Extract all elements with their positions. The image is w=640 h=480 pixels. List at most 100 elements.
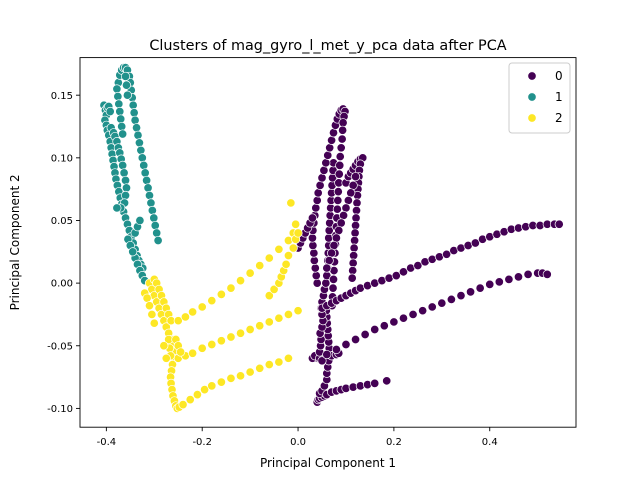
cluster-2-point xyxy=(188,348,198,358)
x-axis-label: Principal Component 1 xyxy=(260,456,396,470)
cluster-0-point xyxy=(336,143,346,153)
cluster-1-point xyxy=(139,160,149,170)
cluster-2-point xyxy=(291,219,301,229)
cluster-0-point xyxy=(322,263,332,273)
cluster-2-point xyxy=(245,324,255,335)
cluster-1-point xyxy=(113,91,123,101)
cluster-0-point xyxy=(332,204,342,214)
cluster-1-point xyxy=(128,247,138,257)
y-axis-ticks: -0.10 -0.05 0.00 0.05 0.10 0.15 xyxy=(47,91,80,415)
cluster-2-point xyxy=(274,357,284,367)
cluster-0-point xyxy=(398,267,409,277)
cluster-0-point xyxy=(513,272,524,282)
cluster-0-point xyxy=(341,203,351,213)
cluster-2-point xyxy=(283,309,294,319)
cluster-0-point xyxy=(348,258,358,268)
cluster-2-point xyxy=(269,284,279,294)
cluster-1-point xyxy=(136,145,146,155)
cluster-0-point xyxy=(343,195,353,205)
cluster-0-point xyxy=(317,173,327,183)
legend-label-2: 2 xyxy=(555,111,563,125)
cluster-0-point xyxy=(321,278,331,288)
y-tick-label: 0.00 xyxy=(51,279,73,290)
cluster-2-point xyxy=(245,268,255,278)
cluster-2-point xyxy=(286,198,296,208)
cluster-2-point xyxy=(216,289,226,299)
cluster-0-point xyxy=(311,203,321,213)
cluster-1-point xyxy=(116,114,126,124)
cluster-2-point xyxy=(144,301,155,311)
cluster-1-point xyxy=(114,99,124,109)
cluster-1-point xyxy=(121,80,132,90)
cluster-1-point xyxy=(137,153,147,163)
cluster-2-point xyxy=(274,244,284,254)
y-tick-label: 0.10 xyxy=(51,153,73,164)
cluster-0-point xyxy=(335,152,345,162)
cluster-1-point xyxy=(120,175,131,185)
cluster-0-point xyxy=(339,210,349,221)
cluster-0-point xyxy=(351,213,361,223)
x-tick-label: 0.2 xyxy=(386,437,402,448)
cluster-0-point xyxy=(327,248,337,258)
cluster-1-point xyxy=(117,121,127,132)
cluster-2-point xyxy=(264,360,274,370)
cluster-0-point xyxy=(475,283,485,293)
cluster-1-point xyxy=(130,115,140,125)
y-tick-label: 0.15 xyxy=(51,91,73,102)
cluster-0-point xyxy=(317,356,327,366)
cluster-2-point xyxy=(216,336,226,346)
cluster-2-point xyxy=(161,353,171,363)
cluster-2-point xyxy=(207,381,217,391)
cluster-1-point xyxy=(129,108,139,118)
cluster-0-point xyxy=(336,218,346,228)
legend-marker-1 xyxy=(527,92,537,102)
cluster-0-point xyxy=(323,150,333,160)
y-tick-label: 0.05 xyxy=(51,216,73,227)
cluster-0-point xyxy=(334,169,344,179)
x-tick-label: 0.4 xyxy=(482,437,498,448)
cluster-0-point xyxy=(351,220,361,231)
cluster-0-point xyxy=(456,291,466,301)
cluster-1-point xyxy=(142,175,152,185)
cluster-1-point xyxy=(133,130,143,140)
cluster-1-point xyxy=(134,138,144,148)
x-tick-label: 0.0 xyxy=(290,437,306,448)
cluster-0-point xyxy=(308,240,318,251)
cluster-0-point xyxy=(309,248,319,258)
cluster-0-point xyxy=(334,225,344,236)
cluster-0-point xyxy=(341,339,351,350)
x-tick-label: -0.4 xyxy=(97,437,117,448)
legend-box xyxy=(508,62,571,134)
cluster-2-point xyxy=(255,261,265,271)
cluster-1-point xyxy=(128,100,138,110)
cluster-0-point xyxy=(313,188,323,198)
cluster-0-point xyxy=(333,187,343,197)
cluster-0-point xyxy=(418,306,428,316)
cluster-1-point xyxy=(118,160,128,170)
cluster-0-point xyxy=(494,277,504,287)
cluster-0-point xyxy=(338,125,348,135)
cluster-0-point xyxy=(379,321,389,331)
x-tick-label: -0.2 xyxy=(192,437,212,448)
cluster-0-point xyxy=(329,240,339,251)
cluster-0-point xyxy=(328,128,339,138)
cluster-0-point xyxy=(328,274,339,284)
cluster-0-point xyxy=(446,294,456,304)
cluster-0-point xyxy=(319,165,329,175)
cluster-0-point xyxy=(349,251,359,261)
cluster-0-point xyxy=(391,271,401,281)
cluster-2-point xyxy=(185,395,195,405)
cluster-2-point xyxy=(245,367,255,377)
cluster-0-point xyxy=(360,329,370,340)
cluster-2-point xyxy=(192,390,202,400)
cluster-1-point xyxy=(122,90,132,100)
cluster-0-point xyxy=(542,269,552,279)
cluster-2-point xyxy=(283,251,294,261)
cluster-0-point xyxy=(321,158,331,168)
cluster-0-point xyxy=(523,269,533,279)
cluster-2-point xyxy=(293,228,303,238)
cluster-2-point xyxy=(264,317,274,327)
cluster-0-point xyxy=(324,256,334,266)
cluster-1-point xyxy=(115,106,125,117)
cluster-2-point xyxy=(173,316,183,326)
